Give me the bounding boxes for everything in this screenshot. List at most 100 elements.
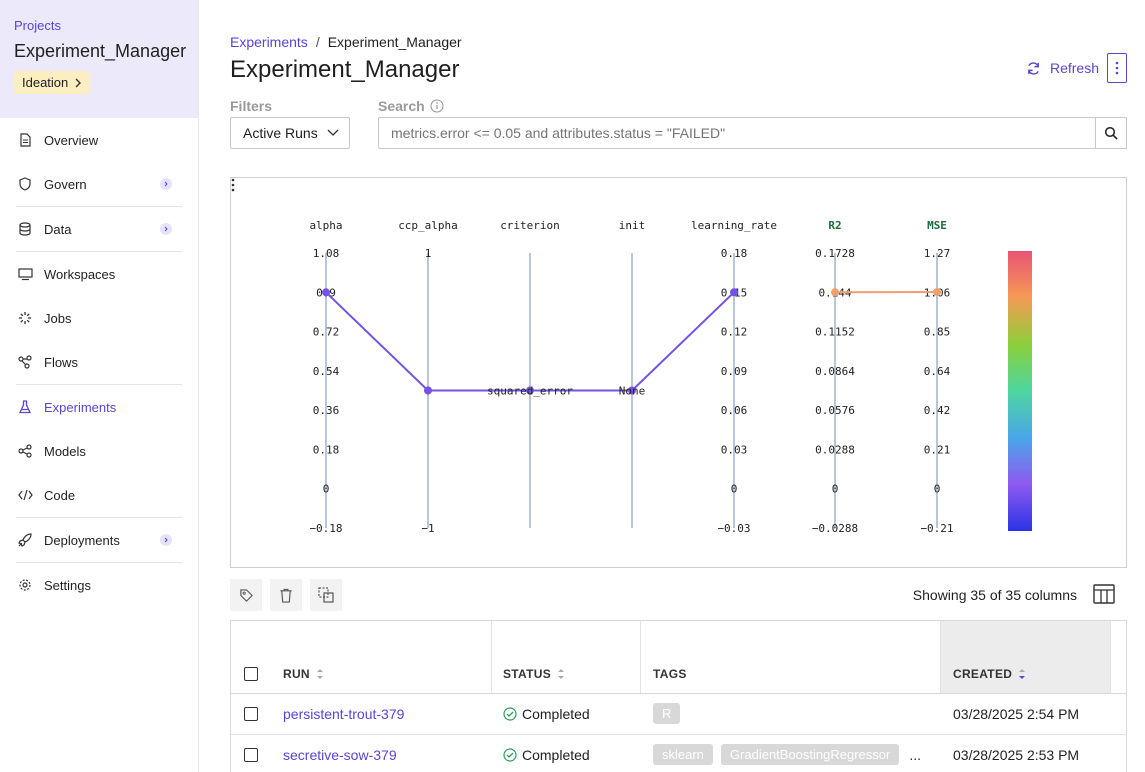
search-input[interactable] bbox=[378, 117, 1096, 149]
sidebar-item-data[interactable]: Data bbox=[16, 207, 182, 251]
search-icon bbox=[1104, 126, 1118, 140]
sidebar-item-models[interactable]: Models bbox=[16, 429, 182, 473]
stage-badge[interactable]: Ideation bbox=[14, 71, 91, 94]
data-point bbox=[730, 288, 738, 297]
tag-chip[interactable]: GradientBoostingRegressor bbox=[720, 744, 900, 765]
run-link[interactable]: secretive-sow-379 bbox=[283, 746, 397, 763]
sidebar-item-label: Models bbox=[44, 443, 86, 459]
runs-filter-select[interactable]: Active Runs bbox=[230, 117, 350, 149]
data-point bbox=[831, 288, 839, 297]
project-name: Experiment_Manager bbox=[14, 41, 187, 61]
parallel-coordinates-svg: alpha1.080.90.720.540.360.180−0.18ccp_al… bbox=[309, 219, 1032, 535]
category-label: squared_error bbox=[487, 385, 573, 398]
main-header: Experiments / Experiment_Manager Experimen… bbox=[230, 0, 1127, 160]
category-label: None bbox=[619, 385, 646, 398]
chevron-right-icon[interactable] bbox=[160, 223, 172, 235]
sort-icon[interactable] bbox=[315, 667, 325, 681]
run-cell: persistent-trout-379 bbox=[283, 693, 404, 734]
page-title: Experiment_Manager bbox=[230, 56, 460, 83]
sidebar-item-experiments[interactable]: Experiments bbox=[16, 385, 182, 429]
kebab-icon bbox=[1115, 61, 1119, 75]
sidebar-item-deployments[interactable]: Deployments bbox=[16, 518, 182, 562]
tick-label: 0.0288 bbox=[815, 443, 855, 456]
axis-label: learning_rate bbox=[691, 219, 777, 232]
row-checkbox[interactable] bbox=[244, 706, 258, 721]
created-cell: 03/28/2025 2:53 PM bbox=[953, 734, 1079, 772]
sidebar-item-govern[interactable]: Govern bbox=[16, 162, 182, 206]
tick-label: 0.85 bbox=[924, 326, 951, 339]
flask-icon bbox=[18, 399, 34, 415]
sidebar-item-flows[interactable]: Flows bbox=[16, 340, 182, 384]
table-toolbar bbox=[230, 579, 342, 611]
stage-label: Ideation bbox=[22, 75, 69, 90]
tag-button[interactable] bbox=[230, 579, 262, 611]
info-icon[interactable] bbox=[430, 99, 444, 113]
chevron-right-icon[interactable] bbox=[160, 534, 172, 546]
breadcrumb-separator: / bbox=[315, 34, 320, 50]
chevron-right-icon[interactable] bbox=[160, 178, 172, 190]
tags-cell: R bbox=[653, 693, 688, 734]
divider bbox=[16, 517, 182, 518]
tick-label: 0.03 bbox=[721, 443, 748, 456]
chart-menu-icon[interactable] bbox=[231, 178, 235, 192]
tag-chip[interactable]: R bbox=[653, 703, 681, 724]
project-header: Projects Experiment_Manager Ideation bbox=[0, 0, 198, 118]
divider bbox=[16, 384, 182, 385]
header-tags[interactable]: TAGS bbox=[653, 667, 687, 681]
rocket-icon bbox=[18, 532, 34, 548]
header-status[interactable]: STATUS bbox=[503, 667, 552, 681]
search-button[interactable] bbox=[1095, 117, 1127, 149]
select-all-checkbox[interactable] bbox=[244, 667, 258, 681]
delete-button[interactable] bbox=[270, 579, 302, 611]
tick-label: −0.21 bbox=[920, 522, 953, 535]
sort-desc-icon[interactable] bbox=[1017, 667, 1027, 681]
sidebar-item-label: Data bbox=[44, 221, 72, 237]
refresh-button[interactable]: Refresh bbox=[1026, 60, 1099, 76]
sort-icon[interactable] bbox=[556, 667, 566, 681]
header-run[interactable]: RUN bbox=[283, 667, 310, 681]
table-row[interactable]: persistent-trout-379 Completed R 03/28/2… bbox=[231, 693, 1126, 735]
search-label: Search bbox=[378, 98, 425, 114]
database-icon bbox=[18, 221, 34, 237]
sidebar-item-settings[interactable]: Settings bbox=[16, 563, 182, 607]
table-row[interactable]: secretive-sow-379 Completed sklearn Grad… bbox=[231, 734, 1126, 772]
breadcrumb-experiments-link[interactable]: Experiments bbox=[230, 34, 308, 50]
tick-label: 0 bbox=[323, 483, 330, 496]
sidebar-item-code[interactable]: Code bbox=[16, 473, 182, 517]
sidebar-item-overview[interactable]: Overview bbox=[16, 118, 182, 162]
filters-label: Filters bbox=[230, 98, 273, 114]
sidebar-item-label: Code bbox=[44, 487, 76, 503]
sidebar-item-workspaces[interactable]: Workspaces bbox=[16, 252, 182, 296]
tick-label: 1.08 bbox=[313, 247, 340, 260]
table-header: RUN STATUS TAGS CREATED bbox=[231, 621, 1126, 694]
sidebar-item-label: Deployments bbox=[44, 532, 120, 548]
compare-button[interactable] bbox=[310, 579, 342, 611]
column-settings-icon[interactable] bbox=[1093, 584, 1115, 604]
sidebar-item-jobs[interactable]: Jobs bbox=[16, 296, 182, 340]
check-circle-icon bbox=[503, 747, 517, 762]
run-link[interactable]: persistent-trout-379 bbox=[283, 705, 405, 722]
tag-chip[interactable]: sklearn bbox=[653, 744, 713, 765]
runs-filter-value: Active Runs bbox=[243, 125, 318, 141]
flow-icon bbox=[18, 354, 34, 370]
sidebar: Projects Experiment_Manager Ideation Ove… bbox=[0, 0, 199, 772]
status-cell: Completed bbox=[503, 734, 590, 772]
more-tags[interactable]: ... bbox=[909, 746, 922, 763]
status-text: Completed bbox=[522, 746, 590, 763]
runs-table: RUN STATUS TAGS CREATED persistent-trout… bbox=[230, 620, 1127, 772]
tick-label: −0.18 bbox=[309, 522, 342, 535]
code-icon bbox=[18, 487, 34, 503]
sidebar-item-label: Workspaces bbox=[44, 266, 116, 282]
tick-label: 0.1152 bbox=[815, 326, 855, 339]
tick-label: 0.0576 bbox=[815, 404, 855, 417]
axis-label: ccp_alpha bbox=[398, 219, 458, 232]
projects-link[interactable]: Projects bbox=[14, 18, 61, 33]
columns-count: Showing 35 of 35 columns bbox=[912, 587, 1077, 603]
status-text: Completed bbox=[522, 705, 590, 722]
row-checkbox[interactable] bbox=[244, 747, 258, 762]
tick-label: 0.64 bbox=[924, 365, 951, 378]
breadcrumb-current: Experiment_Manager bbox=[327, 34, 462, 50]
more-actions-button[interactable] bbox=[1107, 53, 1127, 83]
header-created[interactable]: CREATED bbox=[953, 667, 1013, 681]
document-icon bbox=[18, 132, 34, 148]
